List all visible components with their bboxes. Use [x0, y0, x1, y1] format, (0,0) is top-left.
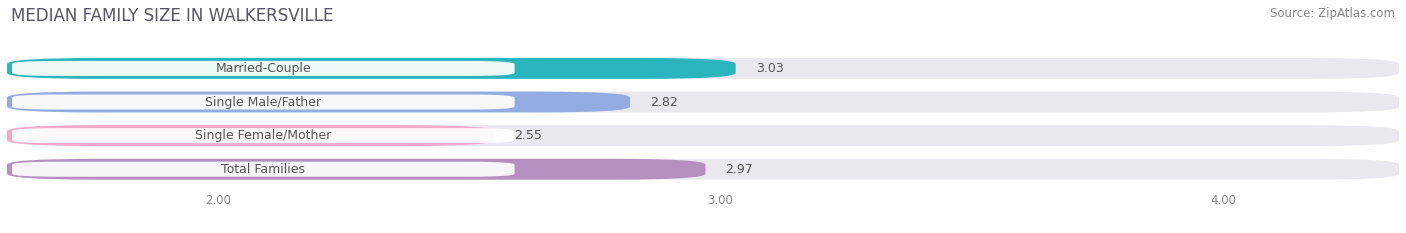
FancyBboxPatch shape [13, 128, 515, 143]
FancyBboxPatch shape [7, 125, 1399, 146]
Text: Married-Couple: Married-Couple [215, 62, 311, 75]
FancyBboxPatch shape [7, 92, 630, 113]
FancyBboxPatch shape [13, 162, 515, 177]
Text: 3.03: 3.03 [756, 62, 783, 75]
FancyBboxPatch shape [7, 58, 1399, 79]
Text: Total Families: Total Families [221, 163, 305, 176]
FancyBboxPatch shape [7, 92, 1399, 113]
FancyBboxPatch shape [7, 58, 735, 79]
Text: 2.97: 2.97 [725, 163, 754, 176]
FancyBboxPatch shape [7, 159, 706, 180]
FancyBboxPatch shape [13, 61, 515, 76]
Text: 2.82: 2.82 [650, 96, 678, 109]
Text: MEDIAN FAMILY SIZE IN WALKERSVILLE: MEDIAN FAMILY SIZE IN WALKERSVILLE [11, 7, 333, 25]
FancyBboxPatch shape [7, 125, 495, 146]
Text: Single Male/Father: Single Male/Father [205, 96, 322, 109]
Text: 2.55: 2.55 [515, 129, 543, 142]
FancyBboxPatch shape [7, 159, 1399, 180]
Text: Single Female/Mother: Single Female/Mother [195, 129, 332, 142]
FancyBboxPatch shape [13, 95, 515, 110]
Text: Source: ZipAtlas.com: Source: ZipAtlas.com [1270, 7, 1395, 20]
